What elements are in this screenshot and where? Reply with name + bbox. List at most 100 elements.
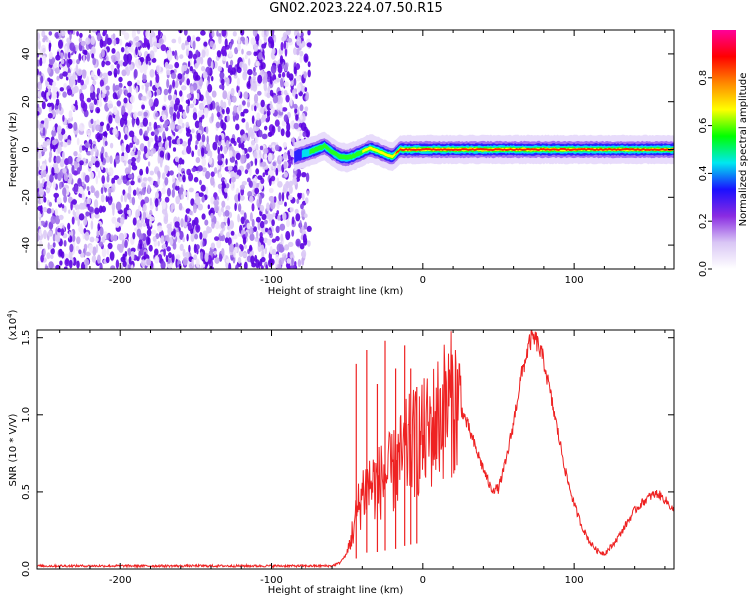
- noise-speckle: [260, 117, 265, 123]
- noise-speckle: [168, 252, 172, 259]
- noise-speckle: [98, 100, 103, 108]
- noise-speckle: [149, 170, 154, 176]
- noise-speckle: [253, 124, 256, 132]
- noise-speckle: [163, 88, 169, 96]
- noise-speckle: [255, 216, 261, 223]
- noise-speckle: [59, 181, 62, 190]
- noise-speckle: [132, 189, 137, 196]
- noise-speckle: [239, 195, 245, 201]
- noise-speckle: [159, 150, 165, 158]
- noise-speckle: [213, 167, 218, 174]
- noise-speckle: [73, 151, 78, 157]
- noise-speckle: [189, 103, 195, 109]
- noise-speckle: [46, 174, 50, 182]
- noise-speckle: [297, 259, 302, 268]
- noise-speckle: [100, 187, 104, 195]
- noise-speckle: [293, 78, 297, 86]
- noise-speckle: [191, 128, 195, 134]
- noise-speckle: [163, 216, 169, 225]
- noise-speckle: [51, 139, 57, 146]
- noise-speckle: [225, 205, 231, 211]
- noise-speckle: [247, 177, 251, 183]
- x-tick-label: 0: [420, 575, 426, 586]
- noise-speckle: [116, 100, 122, 107]
- noise-speckle: [85, 263, 88, 269]
- noise-speckle: [168, 139, 172, 149]
- noise-speckle: [162, 105, 166, 111]
- noise-speckle: [136, 228, 142, 238]
- noise-speckle: [263, 82, 268, 92]
- noise-speckle: [87, 132, 91, 139]
- noise-speckle: [186, 145, 192, 155]
- noise-speckle: [244, 54, 248, 60]
- noise-speckle: [89, 236, 95, 243]
- noise-speckle: [123, 53, 129, 62]
- noise-speckle: [234, 47, 239, 55]
- noise-speckle: [148, 98, 154, 107]
- noise-speckle: [92, 57, 97, 66]
- noise-speckle: [290, 97, 293, 107]
- noise-speckle: [125, 204, 130, 210]
- noise-speckle: [51, 109, 55, 116]
- noise-speckle: [43, 196, 47, 203]
- noise-speckle: [109, 142, 114, 149]
- noise-speckle: [84, 142, 91, 149]
- noise-speckle: [263, 219, 268, 225]
- noise-speckle: [217, 65, 222, 72]
- noise-speckle: [260, 265, 264, 269]
- noise-speckle: [188, 187, 194, 193]
- noise-speckle: [304, 56, 308, 62]
- noise-speckle: [180, 218, 184, 228]
- noise-speckle: [157, 30, 161, 38]
- noise-speckle: [140, 259, 146, 268]
- noise-speckle: [229, 243, 234, 253]
- noise-speckle: [216, 239, 222, 249]
- noise-speckle: [297, 193, 302, 200]
- noise-speckle: [166, 187, 171, 197]
- noise-speckle: [42, 169, 47, 178]
- noise-speckle: [209, 150, 213, 159]
- noise-speckle: [277, 125, 281, 133]
- noise-speckle: [290, 120, 295, 129]
- noise-speckle: [166, 78, 170, 89]
- noise-speckle: [74, 204, 80, 211]
- noise-speckle: [167, 152, 171, 161]
- noise-speckle: [219, 84, 225, 90]
- noise-speckle: [76, 59, 80, 65]
- noise-speckle: [240, 36, 245, 42]
- noise-speckle: [167, 94, 172, 101]
- noise-speckle: [176, 139, 181, 145]
- colorbar-tick-label: 0.6: [698, 118, 709, 134]
- noise-speckle: [199, 179, 202, 186]
- noise-speckle: [105, 195, 109, 203]
- noise-speckle: [121, 105, 126, 115]
- noise-speckle: [197, 149, 201, 157]
- noise-speckle: [253, 93, 259, 104]
- noise-speckle: [37, 119, 40, 129]
- noise-speckle: [123, 32, 130, 40]
- noise-speckle: [141, 182, 147, 188]
- noise-speckle: [190, 233, 195, 242]
- noise-speckle: [142, 117, 148, 127]
- noise-speckle: [121, 143, 125, 153]
- noise-speckle: [271, 238, 277, 243]
- noise-speckle: [37, 40, 41, 50]
- noise-speckle: [108, 167, 114, 177]
- noise-speckle: [248, 180, 253, 188]
- noise-speckle: [37, 232, 40, 242]
- noise-speckle: [302, 131, 307, 137]
- noise-speckle: [264, 247, 268, 255]
- noise-speckle: [293, 103, 298, 109]
- noise-speckle: [87, 197, 92, 205]
- noise-speckle: [146, 258, 152, 266]
- noise-speckle: [162, 131, 166, 140]
- noise-speckle: [249, 167, 252, 177]
- noise-speckle: [94, 237, 99, 243]
- noise-speckle: [261, 43, 267, 49]
- noise-speckle: [67, 222, 71, 231]
- noise-speckle: [194, 63, 199, 69]
- noise-speckle: [202, 71, 208, 79]
- noise-speckle: [88, 206, 94, 213]
- x-tick-label: 100: [565, 575, 584, 586]
- noise-speckle: [266, 30, 269, 37]
